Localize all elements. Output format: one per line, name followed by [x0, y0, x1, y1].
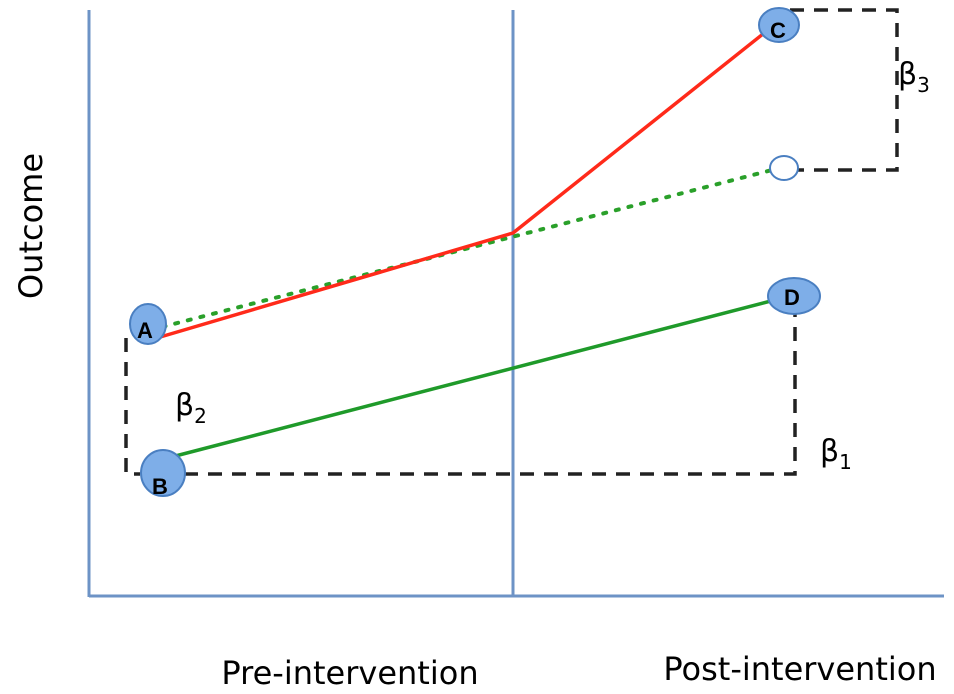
- point-b-marker: [140, 449, 186, 497]
- y-axis-label: Outcome: [12, 153, 50, 299]
- beta2-symbol: β: [175, 388, 194, 423]
- point-c-label: C: [770, 18, 786, 43]
- beta3-subscript: 3: [917, 73, 930, 97]
- beta1-bracket: [160, 303, 797, 476]
- beta1-subscript: 1: [839, 450, 852, 474]
- point-a-label: A: [137, 318, 153, 343]
- beta1-label: β1: [820, 434, 852, 474]
- point-b-label: B: [152, 474, 168, 499]
- counterfactual-marker: [769, 155, 799, 181]
- beta2-subscript: 2: [194, 404, 207, 428]
- point-c-marker: [758, 7, 800, 43]
- x-axis-label-pre: Pre-intervention: [221, 654, 478, 692]
- beta2-label: β2: [175, 388, 207, 428]
- beta2-bracket: [124, 336, 150, 476]
- control-line: [159, 294, 791, 462]
- beta1-symbol: β: [820, 434, 839, 469]
- point-d-label: D: [784, 285, 800, 310]
- x-axis-label-post: Post-intervention: [663, 650, 936, 688]
- counterfactual-line: [148, 166, 782, 332]
- treated-line: [149, 20, 780, 342]
- point-a-marker: [129, 303, 167, 345]
- point-d-marker: [767, 277, 821, 315]
- beta3-symbol: β: [898, 57, 917, 92]
- beta3-bracket: [790, 8, 899, 172]
- beta3-label: β3: [898, 57, 930, 97]
